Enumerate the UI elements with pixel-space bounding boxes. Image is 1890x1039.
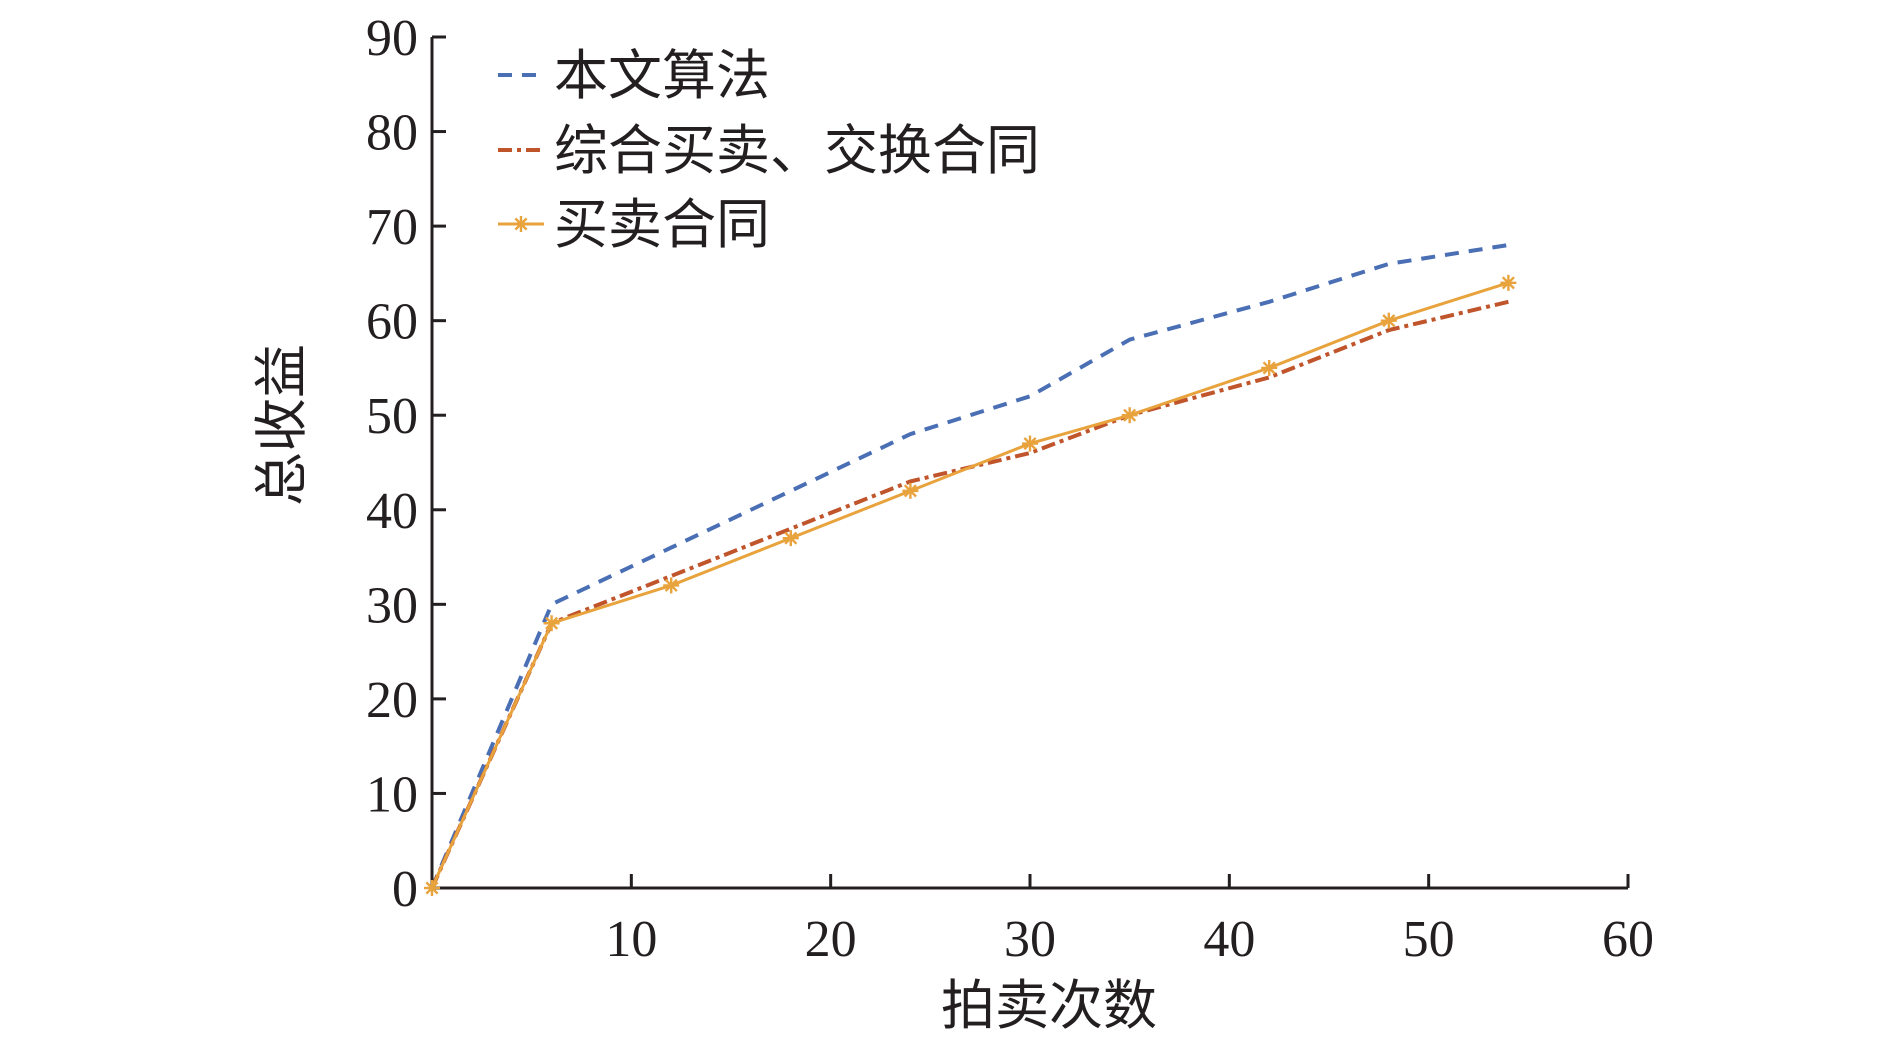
y-tick-label: 70 (366, 199, 418, 256)
x-tick-label: 50 (1403, 911, 1455, 968)
y-tick-label: 30 (366, 577, 418, 634)
y-tick-label: 10 (366, 766, 418, 823)
x-tick-label: 30 (1004, 911, 1056, 968)
x-axis-ticks: 10 20 30 40 50 60 (605, 874, 1654, 968)
y-tick-label: 0 (392, 861, 418, 918)
y-tick-label: 20 (366, 672, 418, 729)
series-line-1 (430, 243, 1509, 889)
y-tick-label: 90 (366, 10, 418, 67)
x-tick-label: 60 (1602, 911, 1654, 968)
series-3-point (663, 577, 680, 594)
series-3-point (1022, 435, 1038, 452)
legend-marker-3 (513, 216, 529, 232)
series-3-point (1500, 274, 1517, 291)
series-line-2 (430, 299, 1509, 889)
series-3-point (543, 615, 560, 632)
series-3-point (424, 880, 440, 896)
series-layer (424, 243, 1517, 896)
y-tick-label: 50 (366, 388, 418, 445)
x-axis-title: 拍卖次数 (941, 974, 1157, 1037)
y-tick-label: 80 (366, 105, 418, 162)
series-3-point (1261, 359, 1278, 376)
legend-label-1: 本文算法 (554, 44, 770, 107)
legend-label-2: 综合买卖、交换合同 (554, 119, 1040, 182)
y-tick-label: 40 (366, 483, 418, 540)
series-3-point (902, 482, 919, 499)
y-axis-title: 总收益 (250, 344, 313, 506)
series-3-point (1121, 407, 1138, 424)
series-line-3 (430, 281, 1509, 889)
x-tick-label: 20 (805, 911, 857, 968)
series-3-point (1380, 312, 1397, 329)
y-axis-ticks: 0 10 20 30 40 50 60 70 80 90 (366, 10, 446, 918)
series-3-point (782, 530, 799, 547)
y-tick-label: 60 (366, 294, 418, 351)
x-tick-label: 10 (605, 911, 657, 968)
legend-label-3: 买卖合同 (554, 193, 770, 256)
x-tick-label: 40 (1203, 911, 1255, 968)
